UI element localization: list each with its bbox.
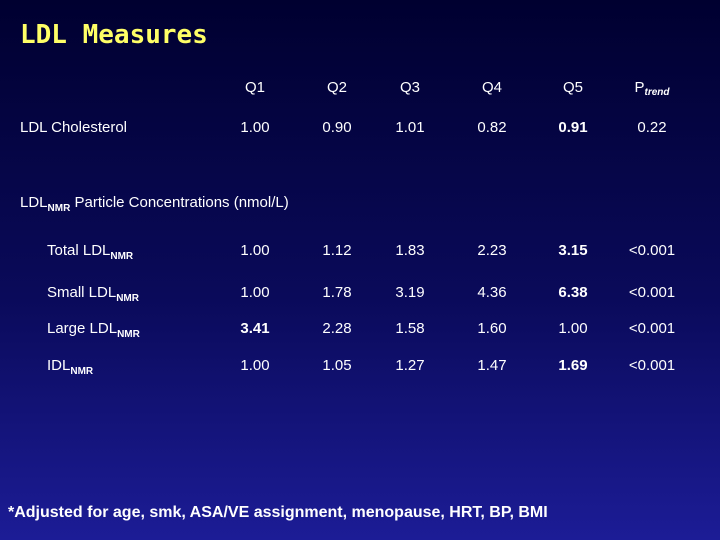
cell: 1.12 bbox=[322, 242, 352, 259]
column-header: Q1 bbox=[245, 80, 265, 95]
row-label-sub: NMR bbox=[110, 251, 134, 262]
column-header: Q4 bbox=[482, 80, 502, 95]
row-label: Small LDLNMR bbox=[47, 284, 139, 304]
footnote: *Adjusted for age, smk, ASA/VE assignmen… bbox=[8, 504, 548, 521]
cell: 1.27 bbox=[395, 357, 425, 374]
row-label-sub: NMR bbox=[70, 366, 94, 377]
cell: 1.69 bbox=[558, 357, 588, 374]
row-label-text: Large LDL bbox=[47, 320, 118, 337]
row-label-text: LDL Cholesterol bbox=[20, 119, 127, 136]
cell: 1.78 bbox=[322, 284, 352, 301]
column-header: Q3 bbox=[400, 80, 420, 95]
row-label-text: Total LDL bbox=[47, 242, 111, 259]
cell: 2.23 bbox=[477, 242, 507, 259]
cell: 4.36 bbox=[477, 284, 507, 301]
section-label-after: Particle Concentrations (nmol/L) bbox=[70, 194, 289, 211]
column-header-text: Q1 bbox=[244, 79, 266, 96]
cell: 0.82 bbox=[477, 119, 507, 136]
cell: 1.00 bbox=[240, 242, 270, 259]
cell: 1.00 bbox=[558, 320, 588, 337]
row-label-text: Small LDL bbox=[47, 284, 117, 301]
column-header-sub: trend bbox=[644, 87, 670, 98]
cell: 6.38 bbox=[558, 284, 588, 301]
cell: <0.001 bbox=[628, 242, 676, 259]
column-header-text: P bbox=[634, 79, 645, 96]
column-header-text: Q5 bbox=[562, 79, 584, 96]
row-label: IDLNMR bbox=[47, 357, 93, 377]
cell: 1.58 bbox=[395, 320, 425, 337]
row-label: LDL Cholesterol bbox=[20, 120, 127, 135]
cell: 0.22 bbox=[637, 119, 667, 136]
cell: <0.001 bbox=[628, 320, 676, 337]
cell: 1.00 bbox=[240, 284, 270, 301]
column-header-text: Q3 bbox=[399, 79, 421, 96]
cell: <0.001 bbox=[628, 357, 676, 374]
row-label-sub: NMR bbox=[116, 293, 139, 304]
cell: 3.41 bbox=[240, 320, 270, 337]
cell: 1.60 bbox=[477, 320, 507, 337]
cell: 3.15 bbox=[558, 242, 588, 259]
row-label: Total LDLNMR bbox=[47, 242, 133, 262]
cell: 1.05 bbox=[322, 357, 352, 374]
column-header: Q2 bbox=[327, 80, 347, 95]
column-header-text: Q4 bbox=[481, 79, 503, 96]
cell: 0.91 bbox=[558, 119, 588, 136]
column-header: Q5 bbox=[563, 80, 583, 95]
cell: 1.00 bbox=[240, 119, 270, 136]
cell: 1.01 bbox=[395, 119, 425, 136]
cell: 0.90 bbox=[322, 119, 352, 136]
column-header: Ptrend bbox=[634, 79, 670, 98]
section-label-sub: NMR bbox=[47, 203, 71, 214]
column-header-text: Q2 bbox=[326, 79, 348, 96]
cell: 1.00 bbox=[240, 357, 270, 374]
cell: <0.001 bbox=[628, 284, 676, 301]
cell: 2.28 bbox=[322, 320, 352, 337]
row-label-text: IDL bbox=[47, 357, 71, 374]
cell: 3.19 bbox=[395, 284, 425, 301]
cell: 1.83 bbox=[395, 242, 425, 259]
section-label: LDLNMR Particle Concentrations (nmol/L) bbox=[20, 194, 289, 214]
row-label-sub: NMR bbox=[117, 329, 140, 340]
row-label: Large LDLNMR bbox=[47, 320, 140, 340]
title: LDL Measures bbox=[20, 20, 208, 50]
section-label-text: LDL bbox=[20, 194, 48, 211]
cell: 1.47 bbox=[477, 357, 507, 374]
